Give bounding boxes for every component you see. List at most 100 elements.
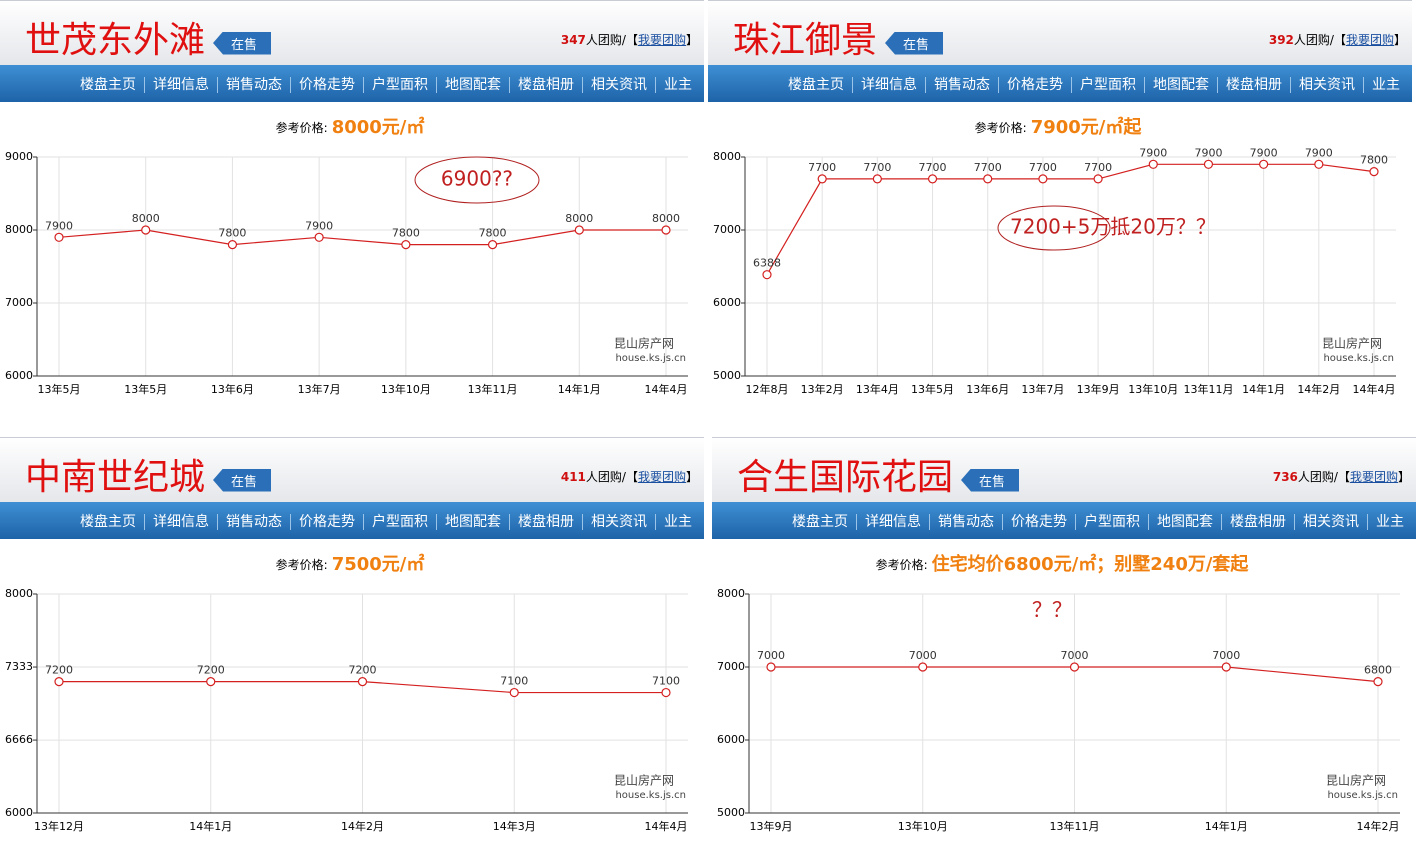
panel: 合生国际花园 在售 736人团购/【我要团购】 楼盘主页 详细信息 销售动态 价格走势 户型面… xyxy=(712,437,1416,864)
line xyxy=(58,229,666,246)
nav-item[interactable]: 详细信息 xyxy=(852,77,925,93)
nav-item[interactable]: 地图配套 xyxy=(436,514,509,530)
nav-item[interactable]: 详细信息 xyxy=(144,514,217,530)
x-tick-label: 13年4月 xyxy=(856,382,899,396)
group-link[interactable]: 我要团购 xyxy=(637,33,686,47)
chart: 参考价格: 7500元/㎡ 6000 6666 7333 8000 13年12月 14年1月 1… xyxy=(5,553,688,833)
x-tick-label: 14年4月 xyxy=(645,819,688,833)
nav-item[interactable]: 楼盘相册 xyxy=(509,77,582,93)
group-buy: 411人团购/【我要团购】 xyxy=(561,468,698,485)
nav-item[interactable]: 详细信息 xyxy=(144,77,217,93)
x-tick-label: 14年3月 xyxy=(493,819,536,833)
x-tick-label: 13年11月 xyxy=(1183,382,1233,396)
point xyxy=(766,662,776,672)
title: 合生国际花园 在售 xyxy=(737,448,1020,500)
nav-item[interactable]: 销售动态 xyxy=(217,77,290,93)
point xyxy=(1259,159,1269,169)
line xyxy=(766,163,1375,275)
nav-item[interactable]: 销售动态 xyxy=(929,514,1002,530)
nav-item[interactable]: 相关资讯 xyxy=(1294,514,1367,530)
data-label: 7900 xyxy=(1194,146,1222,159)
nav-item[interactable]: 楼盘主页 xyxy=(788,77,844,93)
nav-item[interactable]: 价格走势 xyxy=(290,77,363,93)
data-label: 7900 xyxy=(305,219,333,232)
data-label: 7700 xyxy=(1084,161,1112,174)
data-label: 7800 xyxy=(1360,154,1388,167)
nav-item[interactable]: 楼盘相册 xyxy=(1221,514,1294,530)
nav-item[interactable]: 价格走势 xyxy=(290,514,363,530)
nav-item[interactable]: 相关资讯 xyxy=(582,77,655,93)
group-close: 】 xyxy=(1397,470,1410,484)
title: 世茂东外滩 在售 xyxy=(25,11,272,63)
site: house.ks.js.cn xyxy=(615,790,686,801)
point xyxy=(983,174,993,184)
nav-item[interactable]: 地图配套 xyxy=(1144,77,1217,93)
point xyxy=(817,174,827,184)
data-label: 7800 xyxy=(392,227,420,240)
nav-item[interactable]: 相关资讯 xyxy=(1290,77,1363,93)
nav-item[interactable]: 相关资讯 xyxy=(582,514,655,530)
panel: 中南世纪城 在售 411人团购/【我要团购】 楼盘主页 详细信息 销售动态 价格走势 户型面积… xyxy=(0,437,704,864)
data-label: 7700 xyxy=(1029,161,1057,174)
data-label: 7700 xyxy=(919,161,947,174)
site: house.ks.js.cn xyxy=(1327,790,1398,801)
group-buy: 392人团购/【我要团购】 xyxy=(1269,31,1406,48)
nav-item[interactable]: 楼盘主页 xyxy=(80,514,136,530)
data-label: 7900 xyxy=(1305,146,1333,159)
data-label: 7000 xyxy=(1212,649,1240,662)
header: 合生国际花园 在售 736人团购/【我要团购】 xyxy=(712,437,1416,503)
nav-item[interactable]: 地图配套 xyxy=(436,77,509,93)
data-label: 7900 xyxy=(1250,146,1278,159)
point xyxy=(927,174,938,184)
nav-bar: 楼盘主页 详细信息 销售动态 价格走势 户型面积 地图配套 楼盘相册 相关资讯 业主 xyxy=(712,502,1416,539)
data-label: 7200 xyxy=(197,664,225,677)
x-tick-label: 13年7月 xyxy=(298,382,341,396)
data-label: 7700 xyxy=(808,161,836,174)
data-label: 7800 xyxy=(479,227,507,240)
group-link[interactable]: 我要团购 xyxy=(637,470,686,484)
data-label: 7700 xyxy=(863,161,891,174)
data-label: 7100 xyxy=(500,675,528,688)
nav-item[interactable]: 户型面积 xyxy=(1071,77,1144,93)
title-text: 中南世纪城 xyxy=(25,457,206,498)
nav-item[interactable]: 业主 xyxy=(1363,77,1408,93)
group-link[interactable]: 我要团购 xyxy=(1345,33,1394,47)
point xyxy=(918,662,928,672)
nav-item[interactable]: 地图配套 xyxy=(1148,514,1221,530)
nav-item[interactable]: 户型面积 xyxy=(1075,514,1148,530)
data-label: 7000 xyxy=(757,649,785,662)
x-tick-label: 13年9月 xyxy=(750,819,793,833)
nav-item[interactable]: 销售动态 xyxy=(925,77,998,93)
nav-item[interactable]: 销售动态 xyxy=(217,514,290,530)
title-text: 合生国际花园 xyxy=(737,457,954,498)
x-tick-label: 12年8月 xyxy=(746,382,789,396)
point xyxy=(1148,159,1158,169)
point xyxy=(1093,174,1103,184)
y-tick-label: 6666 xyxy=(5,733,33,746)
nav-item[interactable]: 楼盘相册 xyxy=(1217,77,1290,93)
nav-item[interactable]: 楼盘主页 xyxy=(80,77,136,93)
nav-item[interactable]: 业主 xyxy=(655,514,700,530)
nav-item[interactable]: 价格走势 xyxy=(998,77,1071,93)
nav-item[interactable]: 户型面积 xyxy=(363,77,436,93)
group-link[interactable]: 我要团购 xyxy=(1349,470,1398,484)
y-tick-label: 9000 xyxy=(5,150,33,163)
data-label: 7100 xyxy=(652,675,680,688)
y-tick-label: 7000 xyxy=(713,223,741,236)
data-label: 6388 xyxy=(753,257,781,270)
nav-item[interactable]: 楼盘相册 xyxy=(509,514,582,530)
title: 珠江御景 在售 xyxy=(733,11,944,63)
group-count: 411 xyxy=(560,470,586,484)
nav-item[interactable]: 户型面积 xyxy=(363,514,436,530)
data-label: 7900 xyxy=(45,219,73,232)
data-label: 6800 xyxy=(1364,664,1392,677)
nav-item[interactable]: 详细信息 xyxy=(856,514,929,530)
x-tick-label: 13年9月 xyxy=(1077,382,1120,396)
nav-item[interactable]: 业主 xyxy=(1367,514,1412,530)
group-close: 】 xyxy=(1393,33,1406,47)
nav-item[interactable]: 楼盘主页 xyxy=(792,514,848,530)
nav-item[interactable]: 业主 xyxy=(655,77,700,93)
chart: 参考价格: 7900元/㎡起 5000 6000 7000 8000 12年8月 13年2月 1… xyxy=(713,116,1396,396)
nav-item[interactable]: 价格走势 xyxy=(1002,514,1075,530)
y-tick-label: 6000 xyxy=(713,296,741,309)
